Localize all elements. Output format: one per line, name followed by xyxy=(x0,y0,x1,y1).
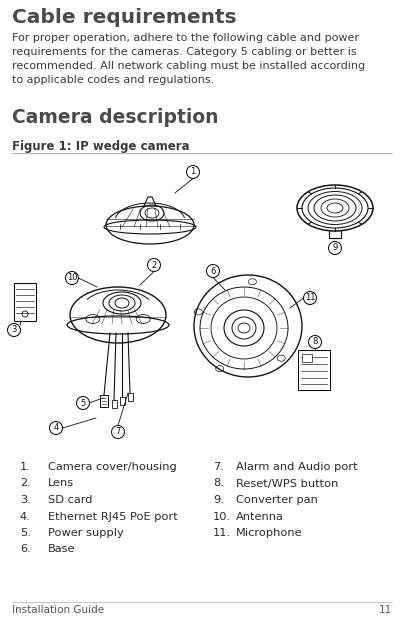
Text: Cable requirements: Cable requirements xyxy=(12,8,237,27)
Text: Ethernet RJ45 PoE port: Ethernet RJ45 PoE port xyxy=(48,511,178,521)
Text: 4: 4 xyxy=(53,424,59,432)
Text: 3: 3 xyxy=(11,325,17,335)
Text: SD card: SD card xyxy=(48,495,93,505)
Text: Camera cover/housing: Camera cover/housing xyxy=(48,462,177,472)
Text: For proper operation, adhere to the following cable and power
requirements for t: For proper operation, adhere to the foll… xyxy=(12,33,365,85)
FancyBboxPatch shape xyxy=(128,393,133,401)
Text: 10.: 10. xyxy=(213,511,231,521)
Circle shape xyxy=(303,292,316,305)
Circle shape xyxy=(50,422,63,435)
FancyBboxPatch shape xyxy=(14,283,36,321)
Circle shape xyxy=(76,396,90,409)
FancyBboxPatch shape xyxy=(112,400,116,408)
Text: 7.: 7. xyxy=(213,462,224,472)
Text: 9: 9 xyxy=(332,243,338,253)
Text: Reset/WPS button: Reset/WPS button xyxy=(236,478,339,488)
Circle shape xyxy=(309,335,322,348)
Text: 8: 8 xyxy=(312,338,318,346)
Text: 5: 5 xyxy=(80,399,86,407)
Text: 11: 11 xyxy=(305,294,315,302)
Circle shape xyxy=(147,259,160,271)
Circle shape xyxy=(328,241,341,254)
Text: Base: Base xyxy=(48,544,76,554)
Text: 11.: 11. xyxy=(213,528,231,538)
Text: 6.: 6. xyxy=(20,544,31,554)
Text: Converter pan: Converter pan xyxy=(236,495,318,505)
Text: 6: 6 xyxy=(210,266,216,276)
Text: Figure 1: IP wedge camera: Figure 1: IP wedge camera xyxy=(12,140,189,153)
Text: 2.: 2. xyxy=(20,478,31,488)
FancyBboxPatch shape xyxy=(100,395,108,407)
Circle shape xyxy=(206,264,219,277)
Text: 1.: 1. xyxy=(20,462,31,472)
Circle shape xyxy=(8,323,21,337)
Text: Microphone: Microphone xyxy=(236,528,303,538)
Text: 10: 10 xyxy=(67,274,77,282)
Text: 3.: 3. xyxy=(20,495,31,505)
Text: 8.: 8. xyxy=(213,478,224,488)
Text: Alarm and Audio port: Alarm and Audio port xyxy=(236,462,358,472)
FancyBboxPatch shape xyxy=(298,350,330,390)
FancyBboxPatch shape xyxy=(302,354,312,362)
Text: 11: 11 xyxy=(379,605,392,615)
Text: Camera description: Camera description xyxy=(12,108,219,127)
Text: Installation Guide: Installation Guide xyxy=(12,605,104,615)
Text: Antenna: Antenna xyxy=(236,511,284,521)
Text: Power supply: Power supply xyxy=(48,528,124,538)
Text: 4.: 4. xyxy=(20,511,31,521)
Text: 9.: 9. xyxy=(213,495,224,505)
Text: 5.: 5. xyxy=(20,528,31,538)
Text: 7: 7 xyxy=(115,427,121,437)
Text: 1: 1 xyxy=(190,167,196,177)
Text: Lens: Lens xyxy=(48,478,74,488)
Text: 2: 2 xyxy=(152,261,157,269)
Circle shape xyxy=(112,425,124,439)
FancyBboxPatch shape xyxy=(120,397,124,405)
Circle shape xyxy=(65,271,78,284)
Circle shape xyxy=(187,165,200,179)
